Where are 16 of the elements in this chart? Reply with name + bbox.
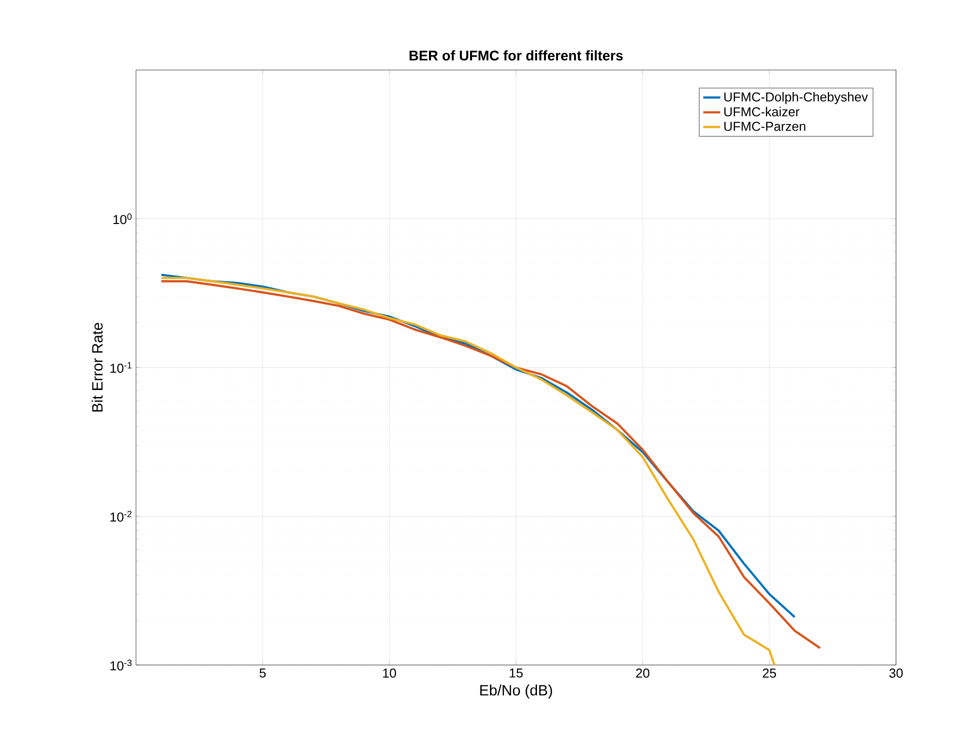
chart-title: BER of UFMC for different filters <box>410 50 623 60</box>
x-tick-label: 30 <box>889 668 903 678</box>
y-tick-label: 10$^{0}$ <box>114 213 132 224</box>
legend-label: UFMC-Dolph-Chebyshev <box>724 92 868 104</box>
x-tick-label: 15 <box>510 668 523 678</box>
x-axis-title: Eb/No (dB) <box>480 684 552 698</box>
legend-label: UFMC-kaizer <box>724 106 800 116</box>
y-axis-title: Bit Error Rate <box>92 322 103 412</box>
y-tick-label: 10$^{-1}$ <box>110 362 132 373</box>
y-tick-label: 10$^{-3}$ <box>110 660 132 670</box>
x-tick-label: 5 <box>260 668 266 678</box>
x-tick-label: 20 <box>636 668 650 678</box>
x-tick-label: 25 <box>762 668 776 678</box>
legend-label: UFMC-Parzen <box>724 122 806 131</box>
y-tick-label: 10$^{-2}$ <box>110 510 132 522</box>
x-tick-label: 10 <box>383 668 396 678</box>
